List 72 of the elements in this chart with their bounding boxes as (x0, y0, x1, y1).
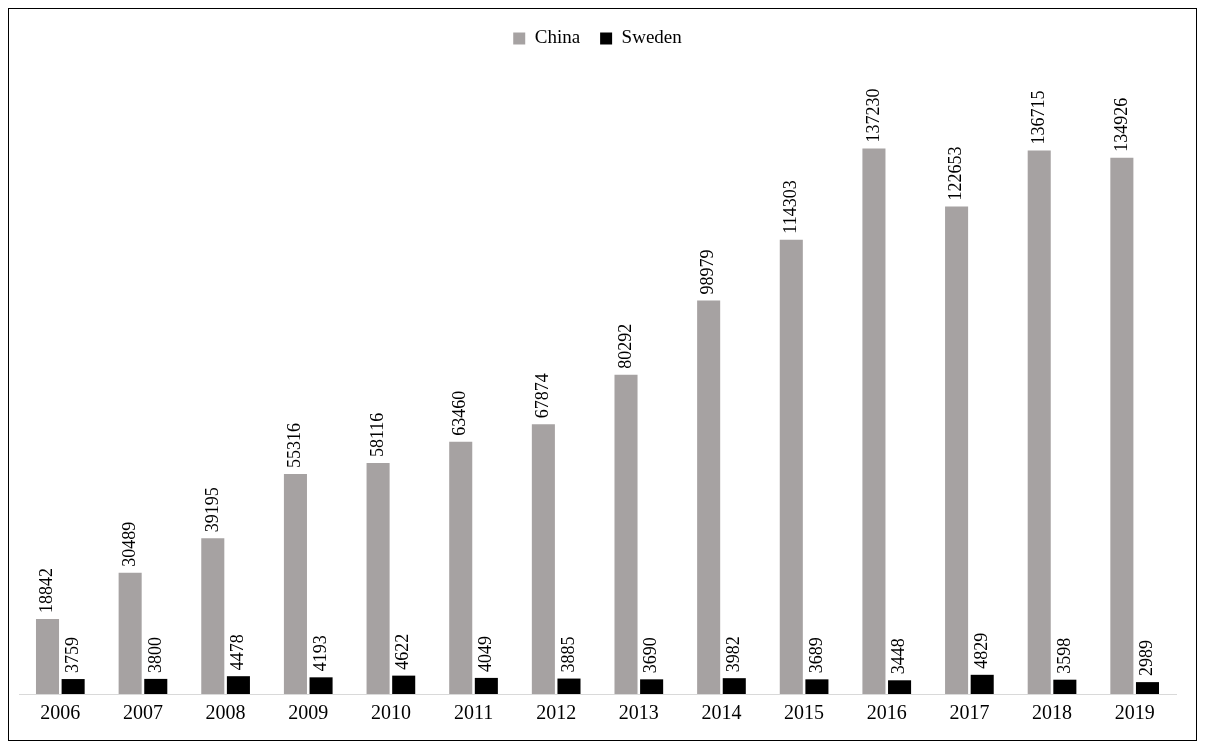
data-label: 80292 (614, 323, 635, 369)
bar (722, 678, 746, 694)
data-label: 67874 (532, 373, 553, 419)
bar (1135, 682, 1160, 694)
data-label: 2989 (1136, 640, 1157, 677)
bar (201, 538, 225, 694)
data-label: 4478 (227, 634, 248, 671)
bar (309, 677, 333, 694)
data-label: 4829 (970, 632, 991, 669)
bar (862, 148, 886, 694)
data-label: 18842 (36, 568, 57, 614)
bar (474, 677, 498, 694)
x-tick-label: 2008 (205, 701, 246, 724)
x-tick-label: 2016 (866, 701, 907, 724)
bar (35, 619, 60, 694)
data-label: 3759 (61, 637, 82, 674)
x-tick-label: 2012 (536, 701, 577, 724)
x-tick-label: 2007 (122, 701, 163, 724)
data-label: 3982 (723, 636, 744, 673)
bar (366, 462, 390, 694)
bar (118, 572, 142, 694)
x-tick-label: 2015 (784, 701, 825, 724)
data-label: 55316 (284, 423, 305, 469)
bar (283, 474, 307, 694)
x-tick-label: 2018 (1032, 701, 1073, 724)
bar (805, 679, 829, 694)
x-tick-label: 2013 (618, 701, 659, 724)
bar (697, 300, 721, 694)
data-label: 3690 (640, 637, 661, 674)
data-label: 3800 (144, 636, 165, 673)
data-label: 136715 (1027, 90, 1048, 145)
data-label: 39195 (201, 487, 222, 533)
data-label: 63460 (449, 390, 470, 436)
bar (779, 239, 803, 694)
data-label: 3885 (557, 636, 578, 673)
x-tick-label: 2017 (949, 701, 990, 724)
x-tick-label: 2019 (1114, 701, 1155, 724)
bar (640, 679, 664, 694)
data-label: 30489 (118, 521, 139, 567)
x-tick-label: 2010 (370, 701, 411, 724)
bar (449, 441, 473, 694)
bar (61, 679, 85, 694)
data-label: 3448 (888, 638, 909, 675)
x-tick-label: 2011 (453, 701, 494, 724)
bar (392, 675, 416, 694)
bar (144, 678, 168, 694)
bar (970, 674, 994, 694)
data-label: 114303 (780, 180, 801, 234)
data-label: 4049 (475, 635, 496, 672)
bar (226, 676, 250, 694)
bar (1110, 157, 1134, 694)
data-label: 137230 (862, 88, 883, 143)
bar (531, 424, 555, 694)
bar (614, 374, 638, 694)
x-tick-label: 2009 (288, 701, 329, 724)
bar (945, 206, 969, 694)
data-label: 3689 (805, 637, 826, 674)
data-label: 98979 (697, 249, 718, 295)
bar (557, 678, 581, 694)
x-tick-label: 2006 (40, 701, 81, 724)
bar (1053, 679, 1077, 694)
legend-label: Sweden (621, 26, 683, 48)
data-label: 134926 (1110, 97, 1131, 152)
data-label: 3598 (1053, 637, 1074, 674)
x-tick-label: 2014 (701, 701, 742, 724)
bar (888, 680, 912, 694)
data-label: 4622 (392, 633, 413, 670)
data-label: 4193 (309, 635, 330, 672)
bar (1027, 150, 1051, 694)
legend-label: China (534, 26, 581, 48)
data-label: 58116 (366, 412, 387, 457)
data-label: 122653 (945, 146, 966, 201)
